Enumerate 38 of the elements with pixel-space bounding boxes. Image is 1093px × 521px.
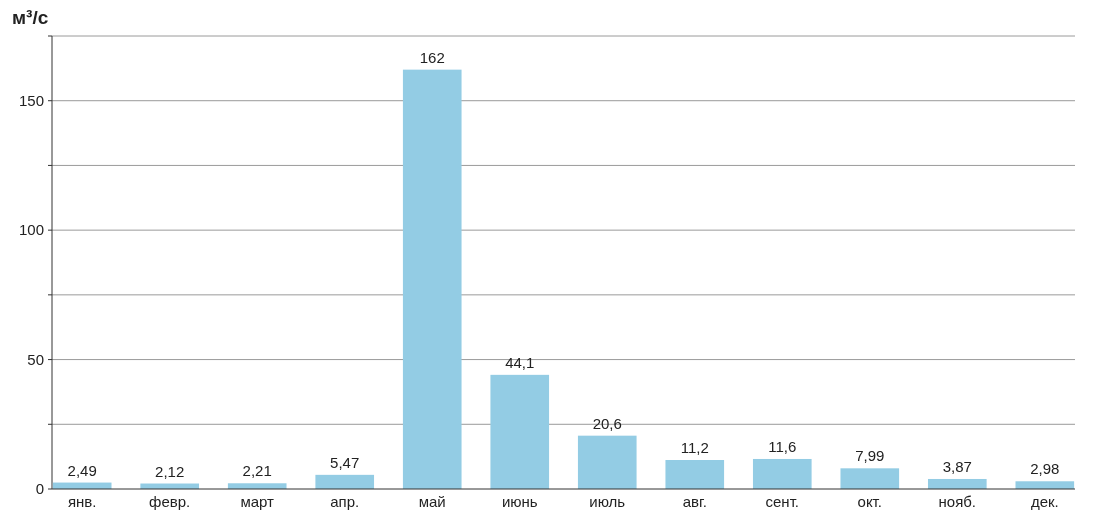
y-tick-label: 100 — [18, 221, 44, 239]
bar — [1015, 481, 1075, 489]
x-tick-label: янв. — [67, 493, 97, 510]
x-tick-label: сент. — [765, 493, 800, 510]
data-label: 3,87 — [942, 457, 972, 475]
bar — [840, 468, 900, 489]
bar — [752, 458, 812, 489]
data-label: 2,98 — [1030, 460, 1060, 478]
data-label: 5,47 — [330, 453, 360, 471]
x-tick-label: март — [240, 493, 275, 510]
data-label: 11,2 — [680, 439, 709, 457]
data-label: 2,21 — [242, 462, 272, 480]
x-tick-label: авг. — [682, 493, 707, 510]
x-tick-label: дек. — [1030, 493, 1059, 510]
bar — [402, 69, 462, 489]
y-tick-label: 150 — [18, 91, 44, 109]
y-tick-label: 0 — [35, 480, 44, 498]
x-tick-label: нояб. — [938, 493, 977, 510]
bar — [577, 435, 637, 489]
x-tick-label: апр. — [330, 493, 360, 510]
data-label: 11,6 — [768, 437, 797, 455]
data-label: 162 — [419, 48, 445, 66]
x-tick-label: февр. — [149, 493, 191, 510]
data-label: 20,6 — [592, 414, 622, 432]
x-tick-label: июль — [589, 493, 626, 510]
bar — [665, 460, 725, 489]
y-axis-title: м³/с — [12, 7, 49, 28]
bar — [315, 474, 375, 489]
data-label: 7,99 — [855, 447, 885, 465]
bar — [490, 374, 550, 489]
x-tick-label: июнь — [501, 493, 538, 510]
x-tick-label: май — [418, 493, 446, 510]
y-tick-label: 50 — [27, 350, 44, 368]
data-label: 2,12 — [155, 462, 185, 480]
x-tick-label: окт. — [857, 493, 883, 510]
bar — [927, 478, 987, 489]
data-label: 2,49 — [67, 461, 97, 479]
data-label: 44,1 — [505, 353, 535, 371]
